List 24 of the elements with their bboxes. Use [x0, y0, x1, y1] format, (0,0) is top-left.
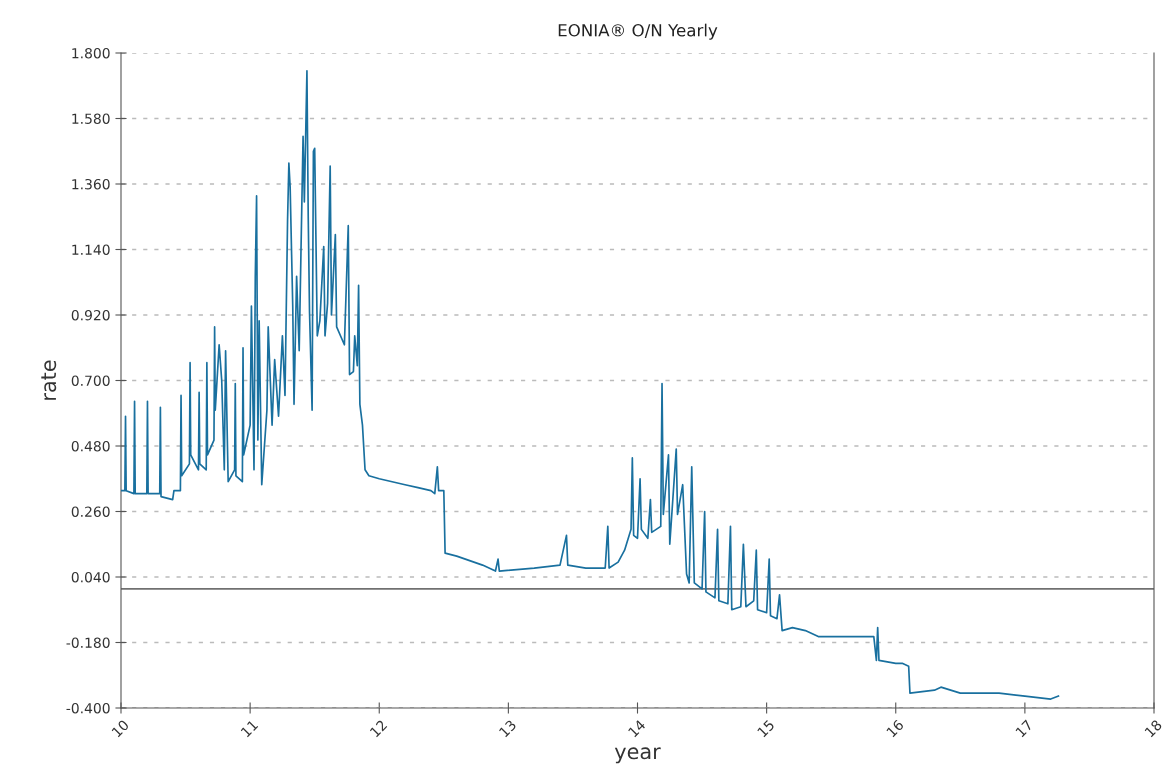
x-axis-title: year [614, 747, 661, 764]
y-tick-label: -0.180 [66, 637, 110, 648]
y-tick-label: 0.920 [71, 309, 110, 321]
x-tick-label: 11 [240, 719, 259, 738]
x-tick-label: 16 [886, 719, 905, 738]
y-tick-label: -0.400 [66, 702, 110, 714]
y-tick-label: 0.260 [71, 506, 110, 517]
y-tick-label: 1.580 [72, 113, 110, 124]
x-tick-label: 10 [111, 719, 130, 738]
y-tick-label: 0.040 [71, 571, 110, 583]
y-tick-label: 1.140 [72, 244, 110, 255]
y-axis-title: rate [41, 360, 57, 400]
x-tick-label: 14 [627, 719, 646, 738]
x-tick-label: 18 [1144, 719, 1163, 738]
y-tick-label: 0.480 [71, 440, 110, 452]
x-tick-label: 13 [498, 719, 517, 738]
line-series [121, 70, 1060, 700]
x-tick-label: 17 [1015, 719, 1033, 738]
x-tick-label: 12 [369, 719, 388, 738]
y-tick-label: 1.800 [72, 47, 110, 59]
y-tick-label: 0.700 [71, 375, 110, 386]
chart-title: EONIA® O/N Yearly [558, 23, 718, 40]
y-tick-label: 1.360 [72, 178, 110, 190]
x-tick-label: 15 [757, 719, 775, 738]
